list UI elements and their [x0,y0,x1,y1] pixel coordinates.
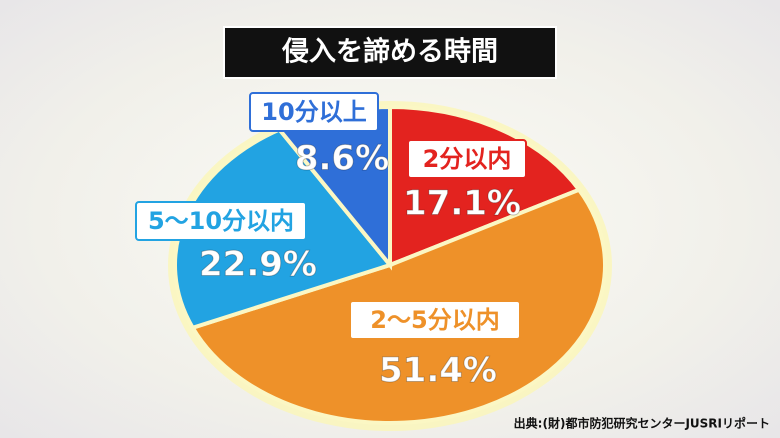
label-box [135,201,307,241]
label-box [407,139,527,179]
value-label: 8.6% [295,139,389,179]
category-label: 5～10分以内 [148,207,294,235]
label-box [349,300,521,340]
title-box [223,26,557,79]
category-label: 10分以上 [261,98,366,126]
category-label: 2分以内 [423,145,512,173]
label-box [249,92,379,132]
chart-title: 侵入を諦める時間 [281,36,498,68]
value-label: 22.9% [199,245,317,285]
source: 出典:(財)都市防犯研究センターJUSRIリポート [514,416,770,431]
value-label: 17.1% [403,184,521,224]
value-label: 51.4% [379,351,497,391]
category-label: 2～5分以内 [370,306,499,334]
